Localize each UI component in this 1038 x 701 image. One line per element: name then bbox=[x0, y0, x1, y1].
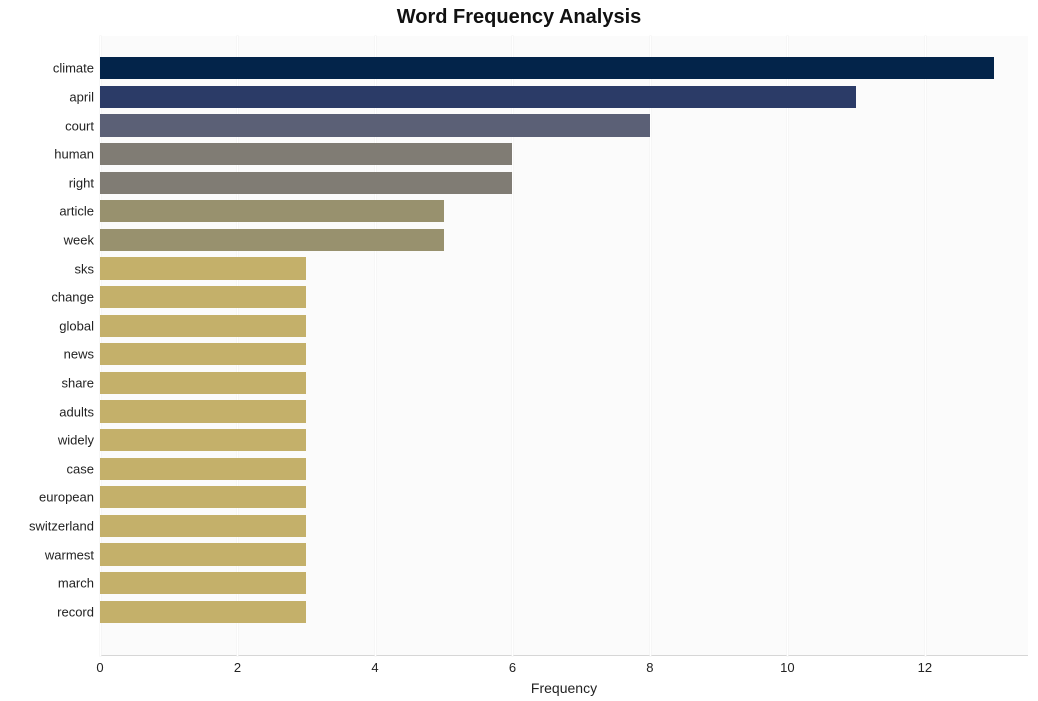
y-tick-label: week bbox=[64, 232, 94, 247]
x-axis-title: Frequency bbox=[100, 680, 1028, 696]
bar bbox=[100, 114, 650, 136]
bar-slot bbox=[100, 483, 1028, 512]
x-axis-baseline bbox=[100, 655, 1028, 656]
bar bbox=[100, 515, 306, 537]
bar bbox=[100, 57, 994, 79]
chart-title: Word Frequency Analysis bbox=[0, 6, 1038, 29]
y-tick-label: european bbox=[39, 490, 94, 505]
bar bbox=[100, 400, 306, 422]
x-tick-label: 12 bbox=[918, 660, 932, 675]
y-tick-label: change bbox=[51, 290, 94, 305]
bar bbox=[100, 343, 306, 365]
bar-slot bbox=[100, 397, 1028, 426]
y-tick-label: record bbox=[57, 604, 94, 619]
bar bbox=[100, 143, 512, 165]
y-tick-label: warmest bbox=[45, 547, 94, 562]
bar-slot bbox=[100, 597, 1028, 626]
bar-slot bbox=[100, 512, 1028, 541]
bar-slot bbox=[100, 369, 1028, 398]
bar bbox=[100, 229, 444, 251]
y-tick-label: human bbox=[54, 147, 94, 162]
x-tick-label: 8 bbox=[646, 660, 653, 675]
x-tick-label: 0 bbox=[96, 660, 103, 675]
y-tick-label: april bbox=[69, 89, 94, 104]
bar bbox=[100, 543, 306, 565]
bar bbox=[100, 486, 306, 508]
bar-slot bbox=[100, 283, 1028, 312]
bar-slot bbox=[100, 254, 1028, 283]
bar-slot bbox=[100, 83, 1028, 112]
bar bbox=[100, 458, 306, 480]
bar bbox=[100, 429, 306, 451]
bar bbox=[100, 257, 306, 279]
bar bbox=[100, 86, 856, 108]
y-tick-label: switzerland bbox=[29, 518, 94, 533]
y-tick-label: global bbox=[59, 318, 94, 333]
x-tick-label: 6 bbox=[509, 660, 516, 675]
x-tick-label: 4 bbox=[371, 660, 378, 675]
y-tick-label: march bbox=[58, 576, 94, 591]
bar-slot bbox=[100, 197, 1028, 226]
y-tick-label: share bbox=[61, 375, 94, 390]
bar-slot bbox=[100, 226, 1028, 255]
plot-area bbox=[100, 36, 1028, 656]
bar-slot bbox=[100, 111, 1028, 140]
bar bbox=[100, 372, 306, 394]
y-tick-label: court bbox=[65, 118, 94, 133]
y-tick-label: right bbox=[69, 175, 94, 190]
bar bbox=[100, 315, 306, 337]
y-tick-label: news bbox=[64, 347, 94, 362]
y-tick-label: article bbox=[59, 204, 94, 219]
bar bbox=[100, 286, 306, 308]
y-tick-label: case bbox=[67, 461, 94, 476]
bar-slot bbox=[100, 454, 1028, 483]
y-tick-label: widely bbox=[58, 433, 94, 448]
bar-slot bbox=[100, 340, 1028, 369]
bar-slot bbox=[100, 311, 1028, 340]
bar-slot bbox=[100, 540, 1028, 569]
y-tick-label: climate bbox=[53, 61, 94, 76]
bar-slot bbox=[100, 168, 1028, 197]
bar bbox=[100, 601, 306, 623]
y-tick-label: adults bbox=[59, 404, 94, 419]
bar-slot bbox=[100, 569, 1028, 598]
bar bbox=[100, 572, 306, 594]
bar-slot bbox=[100, 140, 1028, 169]
y-tick-label: sks bbox=[75, 261, 95, 276]
x-tick-label: 10 bbox=[780, 660, 794, 675]
bar-slot bbox=[100, 54, 1028, 83]
bar bbox=[100, 172, 512, 194]
bar-slot bbox=[100, 426, 1028, 455]
bar bbox=[100, 200, 444, 222]
x-tick-label: 2 bbox=[234, 660, 241, 675]
word-frequency-chart: Word Frequency Analysis Frequency 0 2 4 6 8 1… bbox=[0, 0, 1038, 701]
